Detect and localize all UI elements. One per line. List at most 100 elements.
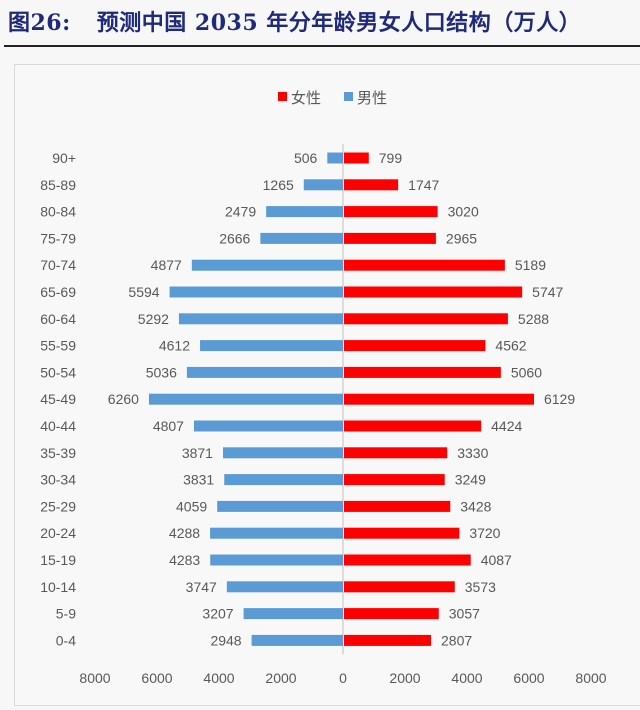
legend: 女性 男性 [278,89,387,107]
category-label: 75-79 [40,230,76,246]
bar-female [344,393,534,405]
category-label: 55-59 [40,338,76,354]
bar-male [210,554,343,566]
value-label-male: 2948 [210,632,241,648]
value-label-female: 3573 [465,579,496,595]
value-label-male: 2479 [225,204,256,220]
value-label-female: 2965 [446,230,477,246]
bar-male [148,393,343,405]
value-label-male: 1265 [263,177,294,193]
x-tick-label: 2000 [265,670,296,686]
bar-male [260,232,343,244]
category-label: 5-9 [56,606,76,622]
bar-female [344,259,505,271]
bar-male [243,608,343,620]
value-label-male: 4612 [159,338,190,354]
category-label: 10-14 [40,579,76,595]
value-label-female: 3057 [449,606,480,622]
chart-panel [14,64,640,706]
category-label: 70-74 [40,257,76,273]
bar-female [344,366,501,378]
bar-female [344,581,455,593]
value-label-female: 5189 [515,257,546,273]
value-label-male: 5594 [128,284,159,300]
legend-swatch-male [344,92,353,101]
x-tick-label: 6000 [513,670,544,686]
category-label: 50-54 [40,364,76,380]
bar-male [251,634,343,646]
value-label-male: 5036 [146,364,177,380]
bar-male [303,179,343,191]
category-label: 85-89 [40,177,76,193]
bar-male [327,152,343,164]
bar-female [344,179,399,191]
value-label-female: 5747 [532,284,563,300]
value-label-male: 4283 [169,552,200,568]
bar-male [266,206,343,218]
figure-title: 图26: 预测中国 2035 年分年龄男女人口结构（万人） [8,6,581,40]
bar-male [193,420,343,432]
value-label-male: 4807 [153,418,184,434]
bar-female [344,447,448,459]
figure-label: 图26: [8,10,71,36]
category-label: 35-39 [40,445,76,461]
category-label: 40-44 [40,418,76,434]
value-label-female: 3330 [457,445,488,461]
category-label: 80-84 [40,204,76,220]
legend-swatch-female [278,92,287,101]
x-tick-label: 0 [339,670,347,686]
x-tick-label: 8000 [575,670,606,686]
bar-female [344,634,432,646]
bar-female [344,420,482,432]
bar-female [344,527,460,539]
bar-male [226,581,343,593]
value-label-female: 5288 [518,311,549,327]
value-label-male: 3207 [202,606,233,622]
bar-female [344,206,438,218]
value-label-female: 3428 [460,498,491,514]
value-label-male: 5292 [138,311,169,327]
bar-female [344,286,523,298]
bar-male [191,259,343,271]
bar-male [169,286,343,298]
value-label-male: 2666 [219,230,250,246]
category-label: 15-19 [40,552,76,568]
value-label-female: 4087 [481,552,512,568]
category-label: 0-4 [56,632,76,648]
x-tick-label: 8000 [79,670,110,686]
value-label-male: 4288 [169,525,200,541]
x-tick-label: 6000 [141,670,172,686]
value-label-female: 799 [379,150,403,166]
value-label-female: 5060 [511,364,542,380]
bars [148,152,534,646]
value-label-male: 4059 [176,498,207,514]
value-label-male: 3831 [183,472,214,488]
value-label-male: 506 [294,150,318,166]
bar-female [344,232,436,244]
x-tick-label: 2000 [389,670,420,686]
value-label-female: 3720 [469,525,500,541]
value-label-female: 2807 [441,632,472,648]
bar-male [186,366,343,378]
value-label-female: 6129 [544,391,575,407]
x-tick-labels: 8000 6000 4000 2000 0 2000 4000 6000 8000 [79,670,606,686]
category-label: 20-24 [40,525,76,541]
x-tick-label: 4000 [203,670,234,686]
bar-female [344,152,369,164]
legend-label-male: 男性 [357,89,387,107]
bar-male [200,340,343,352]
bar-male [210,527,343,539]
bar-male [178,313,343,325]
bar-female [344,313,508,325]
bar-female [344,608,439,620]
bar-male [217,500,343,512]
category-label: 60-64 [40,311,76,327]
value-label-male: 3747 [186,579,217,595]
figure-title-text: 预测中国 2035 年分年龄男女人口结构（万人） [96,10,582,36]
title-rule [4,45,640,47]
value-label-female: 1747 [408,177,439,193]
category-label: 90+ [52,150,76,166]
category-label: 65-69 [40,284,76,300]
bar-female [344,340,486,352]
